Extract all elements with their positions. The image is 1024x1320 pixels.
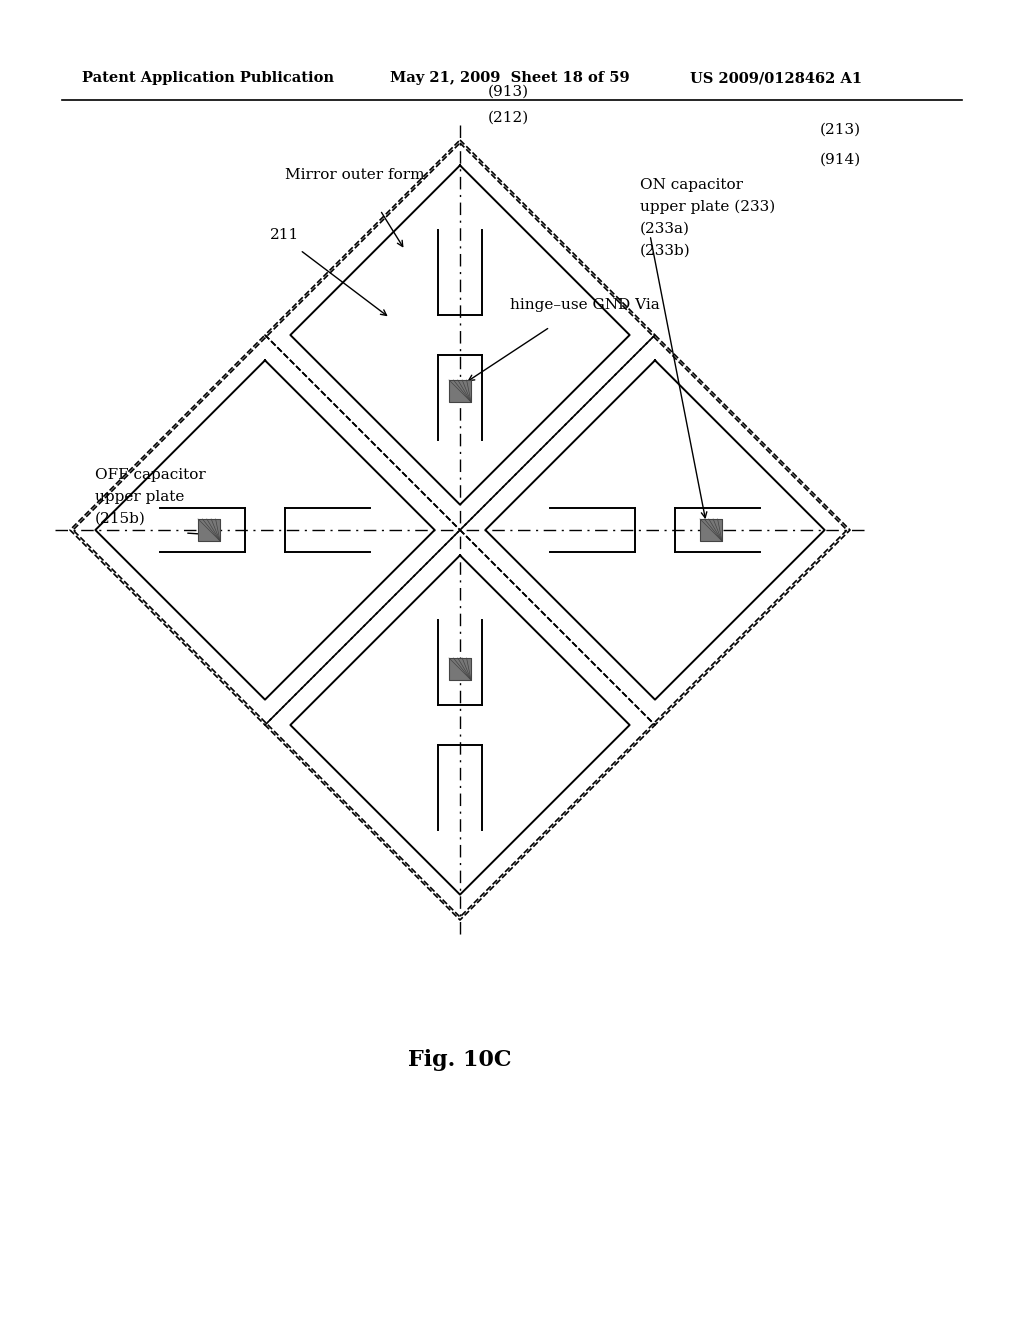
Text: Patent Application Publication: Patent Application Publication xyxy=(82,71,334,84)
Bar xyxy=(198,519,220,541)
Text: Fig. 10C: Fig. 10C xyxy=(409,1049,512,1071)
Text: (233a): (233a) xyxy=(640,222,690,236)
Text: (914): (914) xyxy=(820,153,861,168)
Text: OFF capacitor: OFF capacitor xyxy=(95,469,206,482)
Text: hinge–use GND Via: hinge–use GND Via xyxy=(510,298,659,312)
Bar xyxy=(449,657,471,680)
Text: US 2009/0128462 A1: US 2009/0128462 A1 xyxy=(690,71,862,84)
Text: May 21, 2009  Sheet 18 of 59: May 21, 2009 Sheet 18 of 59 xyxy=(390,71,630,84)
Text: upper plate (233): upper plate (233) xyxy=(640,199,775,214)
Text: (233b): (233b) xyxy=(640,244,691,257)
Text: (213): (213) xyxy=(820,123,861,137)
Text: (913): (913) xyxy=(488,84,529,99)
Text: (215b): (215b) xyxy=(95,512,145,525)
Text: 211: 211 xyxy=(270,228,299,242)
Bar xyxy=(449,380,471,403)
Text: ON capacitor: ON capacitor xyxy=(640,178,743,191)
Bar xyxy=(700,519,722,541)
Text: upper plate: upper plate xyxy=(95,490,184,504)
Text: (212): (212) xyxy=(488,111,529,125)
Text: Mirror outer form: Mirror outer form xyxy=(285,168,425,182)
